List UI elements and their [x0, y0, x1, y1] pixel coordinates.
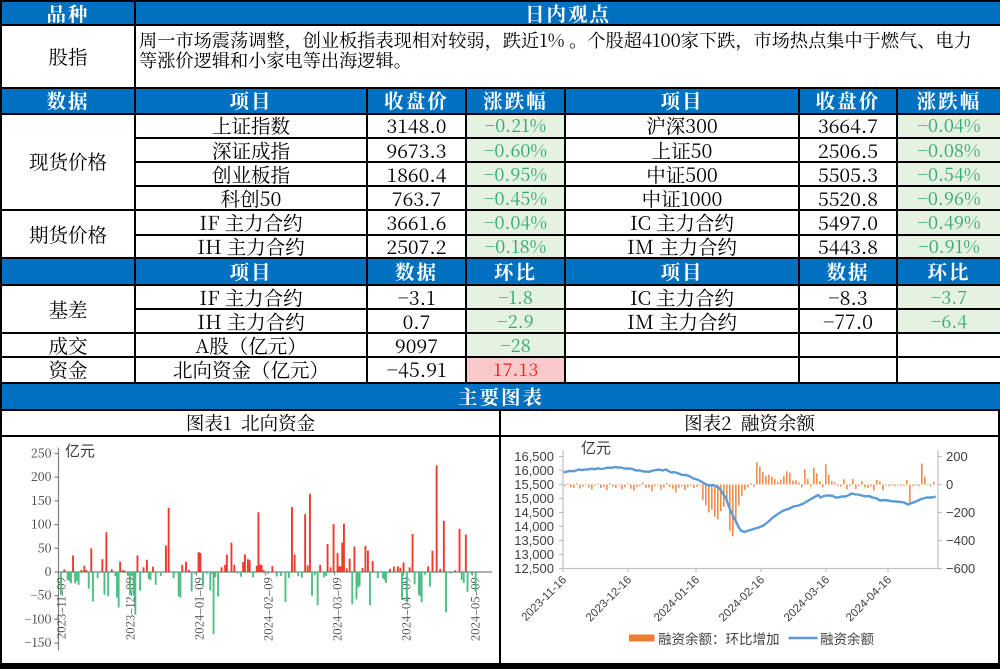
svg-text:14,000: 14,000	[514, 519, 554, 534]
svg-text:13,000: 13,000	[514, 547, 554, 562]
svg-text:2024-01-16: 2024-01-16	[652, 574, 702, 624]
svg-text:16,500: 16,500	[514, 449, 554, 464]
svg-text:2024–02–09: 2024–02–09	[261, 577, 277, 641]
svg-text:200: 200	[31, 467, 52, 485]
svg-text:2024-04-16: 2024-04-16	[844, 574, 894, 624]
svg-text:2024–03–09: 2024–03–09	[330, 577, 346, 641]
svg-text:2024–05–09: 2024–05–09	[468, 577, 484, 641]
svg-text:2023-12-16: 2023-12-16	[584, 574, 634, 624]
svg-text:150: 150	[31, 491, 52, 509]
svg-text:−100: −100	[24, 609, 51, 627]
svg-text:15,500: 15,500	[514, 477, 554, 492]
svg-text:2024-02-16: 2024-02-16	[717, 574, 767, 624]
svg-text:2024–01–09: 2024–01–09	[192, 577, 208, 640]
svg-text:16,000: 16,000	[514, 463, 554, 478]
svg-text:−400: −400	[946, 533, 975, 548]
svg-text:12,500: 12,500	[514, 561, 554, 576]
svg-text:−150: −150	[24, 633, 51, 651]
svg-text:200: 200	[946, 449, 968, 464]
svg-text:13,500: 13,500	[514, 533, 554, 548]
svg-text:亿元: 亿元	[65, 440, 95, 461]
svg-text:0: 0	[45, 562, 52, 580]
svg-text:2023-11-16: 2023-11-16	[520, 574, 569, 623]
svg-text:0: 0	[946, 477, 953, 492]
svg-text:融资余额：环比增加: 融资余额：环比增加	[658, 628, 780, 648]
svg-text:亿元: 亿元	[581, 437, 611, 458]
svg-text:−600: −600	[946, 561, 975, 576]
svg-text:−50: −50	[30, 586, 51, 604]
svg-text:15,000: 15,000	[514, 491, 554, 506]
svg-text:14,500: 14,500	[514, 505, 554, 520]
svg-text:100: 100	[31, 515, 52, 533]
svg-text:50: 50	[38, 538, 52, 556]
svg-text:−200: −200	[946, 505, 975, 520]
svg-text:2023–11–09: 2023–11–09	[54, 577, 70, 639]
svg-text:融资余额: 融资余额	[820, 628, 874, 648]
svg-text:2024-03-16: 2024-03-16	[782, 574, 832, 624]
svg-text:250: 250	[31, 444, 52, 462]
